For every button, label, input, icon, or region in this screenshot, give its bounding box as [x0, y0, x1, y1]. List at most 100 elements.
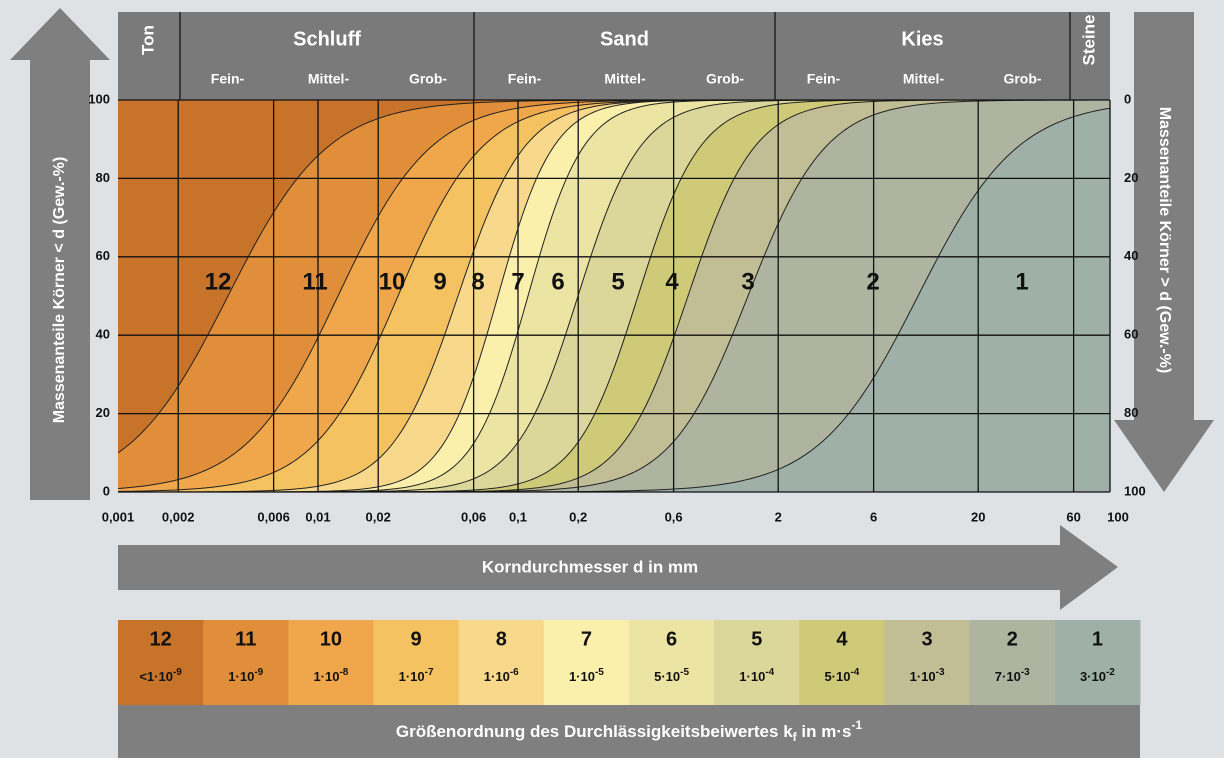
- legend-zone: 8: [496, 628, 507, 650]
- legend-cell: [969, 620, 1056, 705]
- legend-cell: [288, 620, 374, 705]
- subgroup-label: Mittel-: [604, 71, 646, 87]
- zone-number: 10: [379, 268, 406, 295]
- x-tick-label: 0,1: [509, 509, 527, 524]
- legend-kf: 5·10-4: [824, 667, 859, 685]
- x-tick-label: 6: [870, 509, 877, 524]
- legend-cell: [203, 620, 289, 705]
- subgroup-label: Fein-: [508, 71, 542, 87]
- group-label: Sand: [600, 28, 649, 50]
- legend-zone: 4: [836, 628, 848, 650]
- zone-number: 12: [205, 268, 232, 295]
- y-tick-label: 0: [103, 483, 110, 498]
- zone-number: 9: [433, 268, 446, 295]
- zone-number: 2: [866, 268, 879, 295]
- legend-cell: [799, 620, 885, 705]
- subgroup-label: Fein-: [211, 71, 245, 87]
- footer-text: Größenordnung des Durchlässigkeitsbeiwer…: [396, 718, 863, 744]
- legend-zone: 5: [751, 628, 762, 650]
- legend-zone: 9: [411, 628, 422, 650]
- x-tick-label: 0,6: [665, 509, 683, 524]
- legend-kf: 1·10-7: [399, 667, 434, 685]
- legend-zone: 6: [666, 628, 677, 650]
- left-axis-label: Massenanteile Körner < d (Gew.-%): [51, 157, 68, 424]
- legend-zone: 12: [149, 628, 171, 650]
- legend-kf: 5·10-5: [654, 667, 689, 685]
- x-tick-label: 0,02: [366, 509, 391, 524]
- subgroup-label: Grob-: [1003, 71, 1041, 87]
- y2-tick-label: 60: [1124, 327, 1138, 342]
- zone-number: 4: [665, 268, 679, 295]
- legend-cell: [1054, 620, 1141, 705]
- left-arrow: [10, 8, 110, 500]
- x-tick-label: 0,001: [102, 509, 135, 524]
- legend-cell: [118, 620, 204, 705]
- legend-kf: 1·10-9: [228, 667, 263, 685]
- legend-zone: 1: [1092, 628, 1103, 650]
- legend-kf: 1·10-4: [739, 667, 774, 685]
- legend-zone: 10: [320, 628, 342, 650]
- zone-number: 6: [551, 268, 564, 295]
- legend-kf: <1·10-9: [139, 667, 182, 685]
- footer-bar: [118, 705, 1140, 758]
- legend-cell: [543, 620, 630, 705]
- zone-fill: [118, 100, 1110, 453]
- zone-fill: [118, 100, 1110, 489]
- zone-number: 3: [741, 268, 754, 295]
- y2-tick-label: 20: [1124, 170, 1138, 185]
- y-tick-label: 80: [96, 170, 110, 185]
- legend-zone: 3: [922, 628, 933, 650]
- right-arrow: [1114, 12, 1214, 492]
- legend-cell: [714, 620, 800, 705]
- y-tick-label: 60: [96, 248, 110, 263]
- legend-kf: 1·10-3: [910, 667, 945, 685]
- y-tick-label: 100: [88, 91, 110, 106]
- legend-zone: 11: [235, 628, 256, 650]
- plot: [118, 99, 1111, 493]
- right-axis-label: Massenanteile Körner > d (Gew.-%): [1156, 107, 1173, 374]
- legend-cell: [373, 620, 460, 705]
- zone-number: 8: [471, 268, 484, 295]
- x-tick-label: 0,2: [569, 509, 587, 524]
- x-tick-label: 0,006: [257, 509, 290, 524]
- legend-kf: 1·10-8: [313, 667, 348, 685]
- zone-number: 1: [1015, 268, 1028, 295]
- x-axis-label: Korndurchmesser d in mm: [482, 557, 698, 576]
- x-tick-label: 60: [1066, 509, 1080, 524]
- legend-cell: [458, 620, 545, 705]
- legend-zone: 7: [581, 628, 592, 650]
- x-tick-label: 2: [775, 509, 782, 524]
- legend-kf: 7·10-3: [995, 667, 1030, 685]
- subgroup-label: Grob-: [409, 71, 447, 87]
- group-label: Ton: [138, 25, 157, 55]
- legend-kf: 1·10-6: [484, 667, 519, 685]
- y2-tick-label: 80: [1124, 405, 1138, 420]
- zone-number: 11: [302, 268, 327, 295]
- x-tick-label: 20: [971, 509, 985, 524]
- subgroup-label: Grob-: [706, 71, 744, 87]
- legend-kf: 1·10-5: [569, 667, 604, 685]
- y2-tick-label: 100: [1124, 483, 1146, 498]
- subgroup-label: Mittel-: [308, 71, 350, 87]
- bottom-arrow: [118, 525, 1118, 610]
- group-label: Schluff: [293, 28, 361, 50]
- x-tick-label: 0,002: [162, 509, 195, 524]
- legend-cell: [629, 620, 715, 705]
- zones: [118, 100, 1110, 492]
- group-label: Steine: [1079, 14, 1098, 65]
- x-tick-label: 0,06: [461, 509, 486, 524]
- y2-tick-label: 40: [1124, 248, 1138, 263]
- y2-tick-label: 0: [1124, 91, 1131, 106]
- zone-number: 5: [611, 268, 624, 295]
- y-tick-label: 40: [96, 327, 110, 342]
- legend-zone: 2: [1007, 628, 1018, 650]
- x-tick-label: 100: [1107, 509, 1129, 524]
- group-label: Kies: [901, 28, 943, 50]
- y-tick-label: 20: [96, 405, 110, 420]
- zone-number: 7: [511, 268, 524, 295]
- x-tick-label: 0,01: [305, 509, 330, 524]
- subgroup-label: Fein-: [807, 71, 841, 87]
- subgroup-label: Mittel-: [903, 71, 945, 87]
- header-bar: [118, 12, 1110, 100]
